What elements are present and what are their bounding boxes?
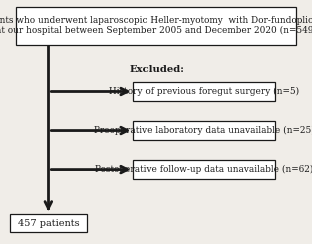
FancyBboxPatch shape [16,7,296,44]
Text: Preoperative laboratory data unavailable (n=25): Preoperative laboratory data unavailable… [94,126,312,135]
FancyBboxPatch shape [134,121,275,140]
FancyBboxPatch shape [10,214,86,232]
Text: Excluded:: Excluded: [129,65,184,74]
Text: 457 patients: 457 patients [17,219,79,228]
FancyBboxPatch shape [134,161,275,179]
Text: Postoperative follow-up data unavailable (n=62): Postoperative follow-up data unavailable… [95,165,312,174]
Text: Patients who underwent laparoscopic Heller-myotomy  with Dor-fundoplication
at o: Patients who underwent laparoscopic Hell… [0,16,312,35]
FancyBboxPatch shape [134,82,275,101]
Text: History of previous foregut surgery (n=5): History of previous foregut surgery (n=5… [109,87,300,96]
